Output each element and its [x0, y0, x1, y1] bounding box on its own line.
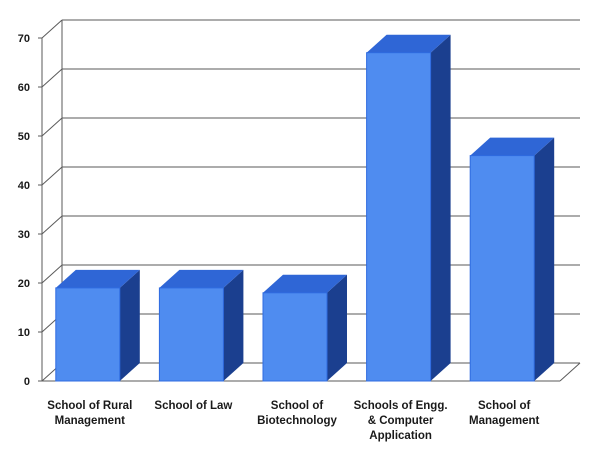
- x-tick-label-line: School of Rural: [47, 400, 132, 412]
- bar: [262, 274, 347, 382]
- bars: [55, 34, 555, 382]
- y-tick-label: 0: [24, 376, 30, 388]
- x-tick-label-line: School of Law: [154, 400, 232, 412]
- x-tick-label: Schools of Engg. & Computer Application: [354, 400, 448, 442]
- bar: [366, 34, 451, 382]
- gridline-slant: [41, 19, 63, 39]
- bar: [469, 137, 555, 382]
- x-tick-label-line: School of: [271, 400, 324, 412]
- x-tick-label-line: Application: [369, 430, 432, 442]
- bar: [55, 269, 140, 382]
- bar-top: [263, 274, 347, 293]
- y-tick-label: 50: [18, 131, 30, 143]
- x-tick-label-line: Schools of Engg.: [354, 400, 448, 412]
- y-axis: 0 10 20 30 40 50 60 70: [18, 33, 43, 388]
- bar: [158, 269, 244, 382]
- x-tick-label: School of Management: [469, 400, 539, 427]
- x-tick-label-line: & Computer: [368, 415, 434, 427]
- bar-top: [159, 269, 244, 288]
- y-tick-label: 10: [18, 327, 30, 339]
- bar-front: [262, 292, 328, 382]
- bar-top: [55, 269, 140, 288]
- gridline-slant: [41, 68, 63, 88]
- x-tick-label-line: School of: [478, 400, 531, 412]
- y-tick-label: 30: [18, 229, 30, 241]
- x-tick-label: School of Law: [154, 400, 232, 412]
- bar-side: [119, 269, 140, 381]
- x-axis-labels: School of Rural Management School of Law Sc…: [47, 400, 539, 442]
- y-tick-label: 40: [18, 180, 30, 192]
- x-tick-label-line: Management: [55, 415, 125, 427]
- y-tick-label: 20: [18, 278, 30, 290]
- y-tick-label: 60: [18, 82, 30, 94]
- bar-side: [534, 137, 555, 381]
- x-tick-label-line: Biotechnology: [257, 415, 337, 427]
- gridline-slant: [41, 264, 63, 284]
- bar-top: [470, 137, 555, 156]
- gridline-slant: [41, 166, 63, 186]
- x-tick-label-line: Management: [469, 415, 539, 427]
- bar-front: [366, 52, 432, 382]
- bar-front: [55, 287, 121, 382]
- x-tick-label: School of Rural Management: [47, 400, 132, 427]
- bar-top: [366, 34, 451, 53]
- bar-front: [469, 155, 535, 382]
- x-tick-label: School of Biotechnology: [257, 400, 337, 427]
- gridline-slant: [41, 215, 63, 235]
- bar-side: [430, 34, 451, 381]
- gridline-slant: [41, 117, 63, 137]
- bar-front: [158, 287, 224, 382]
- bar-side: [223, 269, 244, 381]
- bar-side: [327, 274, 347, 381]
- floor-right-edge: [559, 362, 581, 382]
- y-tick-label: 70: [18, 33, 30, 45]
